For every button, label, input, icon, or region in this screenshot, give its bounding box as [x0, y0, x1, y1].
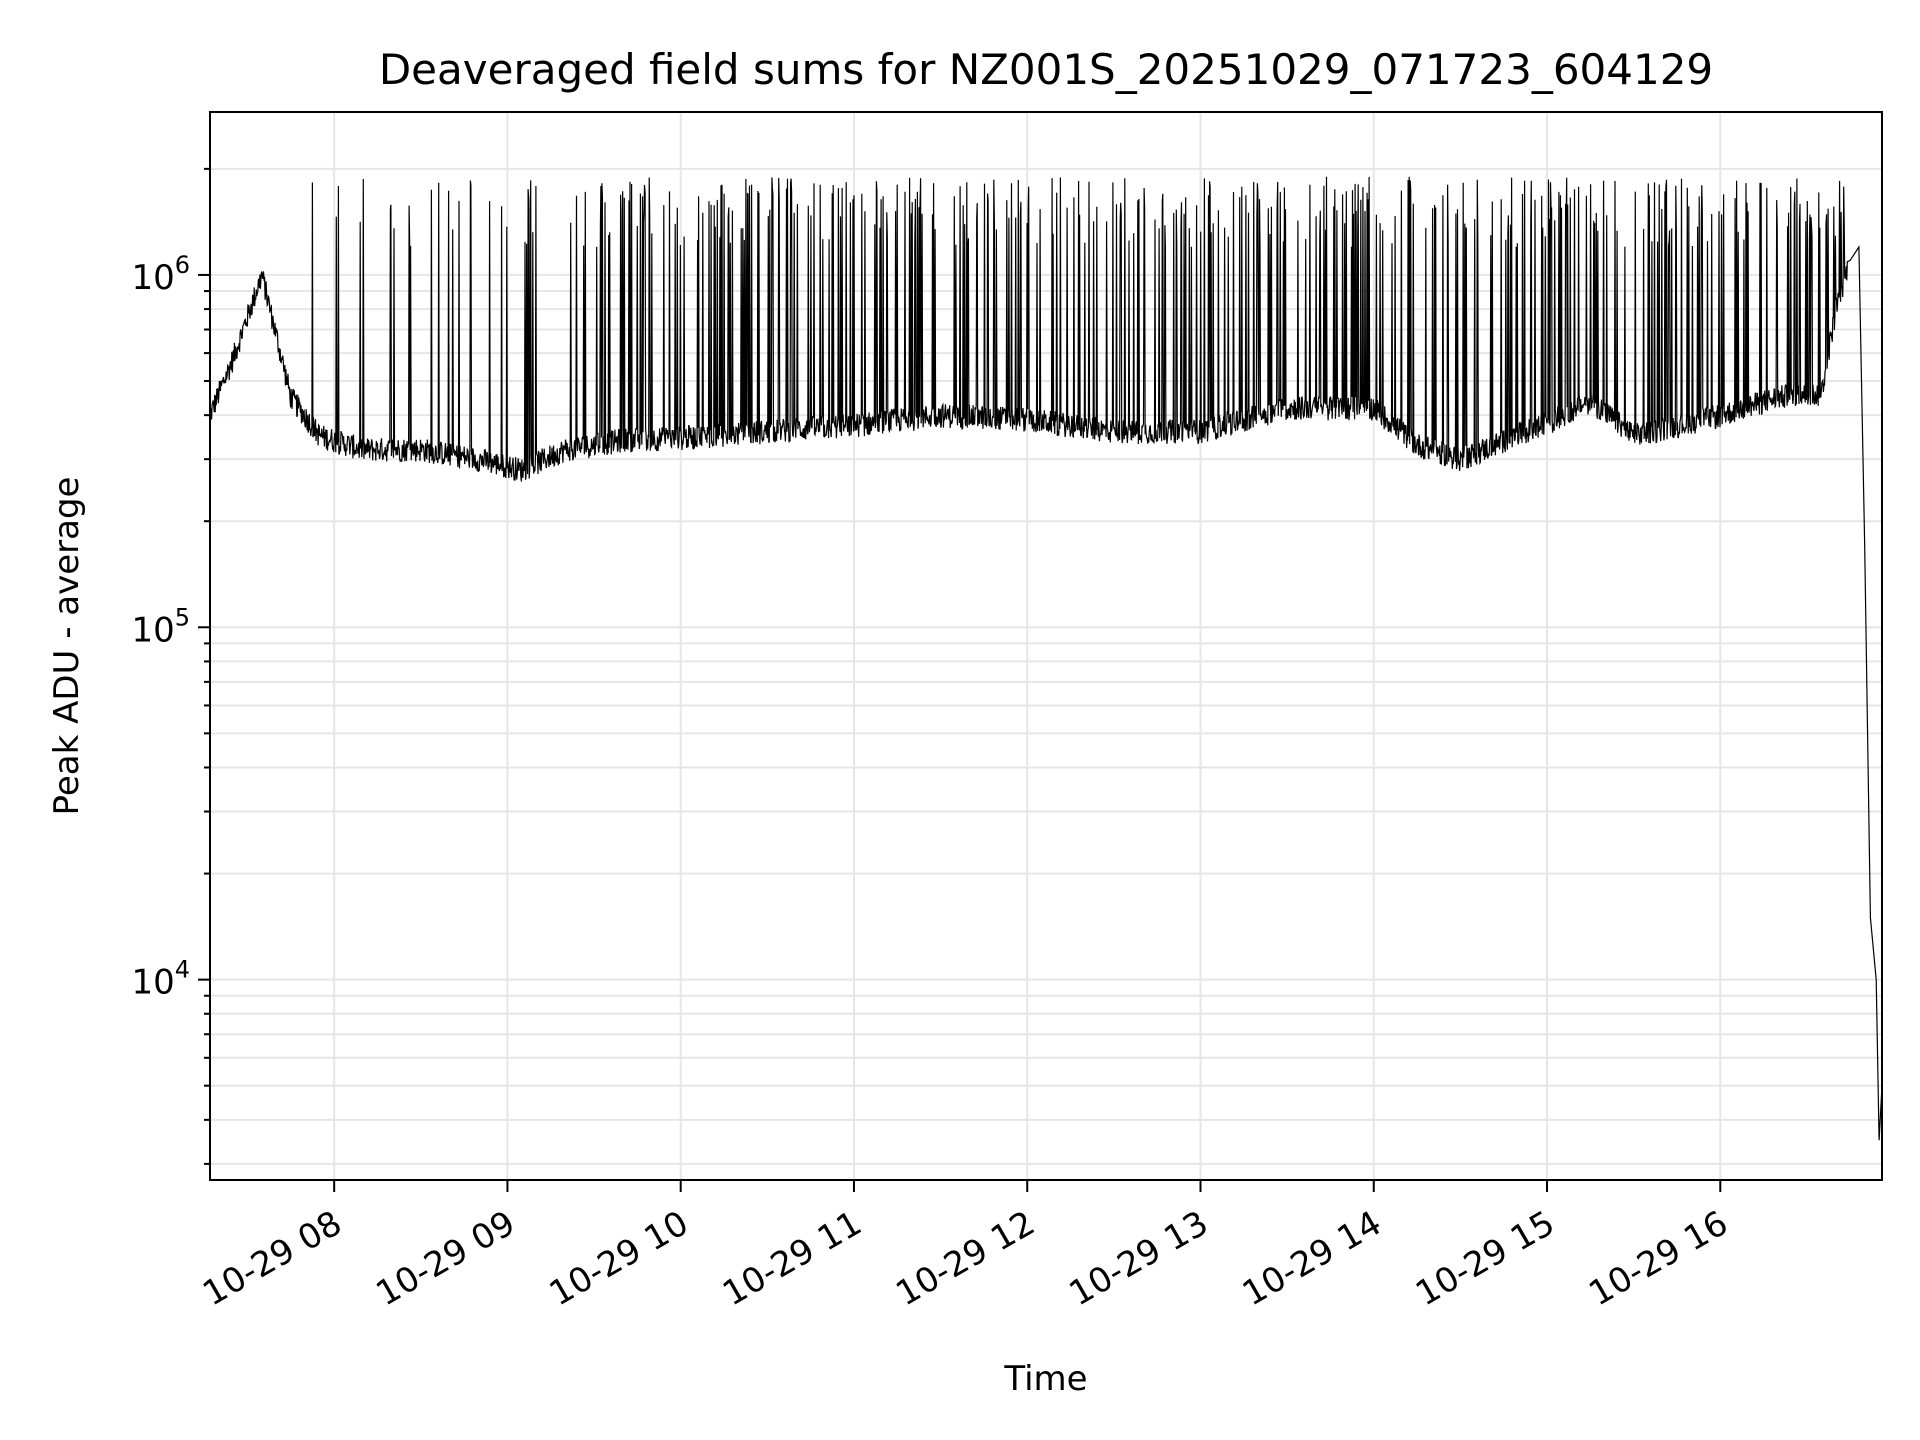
x-tick-label: 10-29 12: [889, 1203, 1041, 1314]
series: [209, 176, 1883, 1141]
x-axis-label: Time: [1003, 1359, 1087, 1399]
y-tick-label: 104: [131, 956, 190, 1003]
y-axis-label: Peak ADU - average: [47, 477, 87, 816]
y-axis: 104 105 106: [131, 167, 210, 1165]
x-tick-label: 10-29 09: [370, 1203, 522, 1314]
x-tick-label: 10-29 08: [196, 1203, 348, 1314]
grid: [210, 112, 1882, 1180]
x-tick-label: 10-29 15: [1409, 1203, 1561, 1314]
plot-frame: [209, 111, 1883, 1181]
x-tick-label: 10-29 10: [543, 1203, 695, 1314]
chart-title: Deaveraged field sums for NZ001S_2025102…: [379, 45, 1713, 94]
y-tick-label: 106: [131, 251, 190, 298]
x-tick-label: 10-29 11: [716, 1203, 868, 1314]
x-tick-label: 10-29 16: [1582, 1203, 1734, 1314]
data-line: [209, 176, 1883, 1141]
x-tick-label: 10-29 14: [1236, 1203, 1388, 1314]
y-tick-label: 105: [131, 603, 190, 650]
x-tick-label: 10-29 13: [1063, 1203, 1215, 1314]
x-axis: 10-29 08 10-29 09 10-29 10 10-29 11 10-29 12…: [196, 1180, 1735, 1314]
